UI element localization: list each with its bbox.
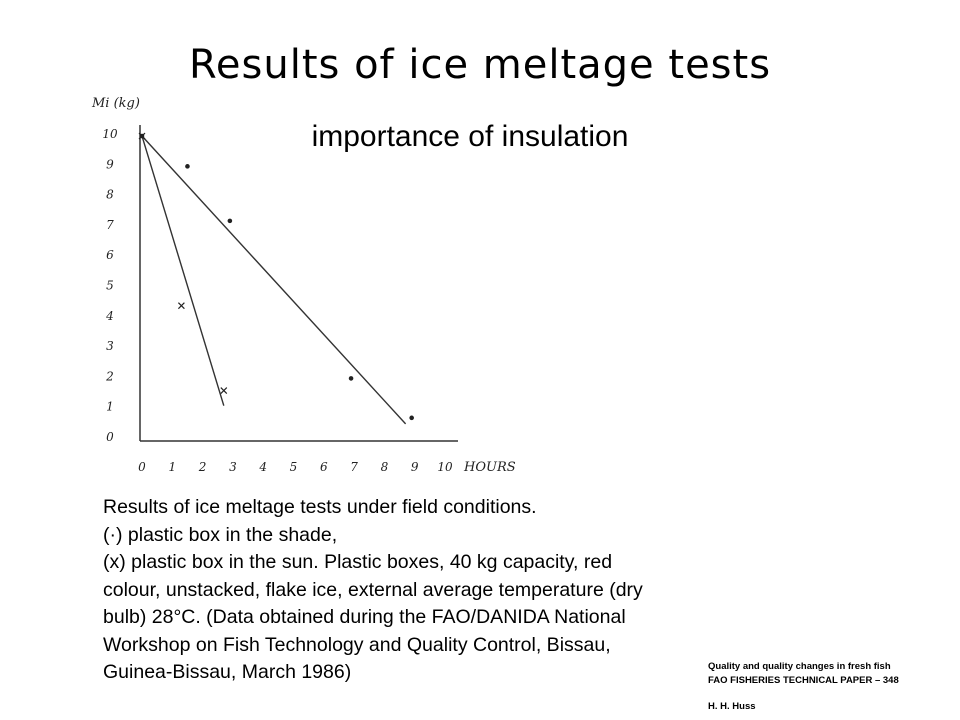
series-1-point: [220, 387, 228, 394]
source-series: FAO FISHERIES TECHNICAL PAPER – 348: [708, 675, 899, 686]
caption-line: bulb) 28°C. (Data obtained during the FA…: [103, 606, 626, 628]
x-marker-stroke: [220, 387, 228, 394]
y-tick-label: 10: [102, 127, 118, 141]
data-points: [138, 132, 414, 421]
series-1-fit-line: [141, 135, 225, 406]
y-tick-label: 0: [106, 430, 114, 444]
series-0-point: [409, 415, 414, 421]
x-tick-label: 2: [198, 460, 207, 474]
x-tick-label: 7: [350, 460, 358, 474]
x-tick-label: 0: [138, 460, 146, 474]
slide-title: Results of ice meltage tests: [188, 42, 772, 88]
x-axis-label: HOURS: [463, 460, 516, 475]
series-0-point: [348, 376, 354, 381]
y-tick-label: 5: [106, 279, 114, 293]
x-marker-stroke: [177, 302, 185, 310]
series-1-point: [177, 302, 185, 310]
caption-line: colour, unstacked, flake ice, external a…: [103, 578, 643, 601]
x-tick-label: 10: [437, 460, 453, 474]
series-1-point: [138, 132, 146, 140]
x-tick-label: 3: [229, 460, 237, 474]
x-tick-labels: 0 1 2 3 4 5 6 7 8 9 10: [138, 460, 453, 474]
y-tick-label: 3: [106, 339, 114, 353]
caption-line: Results of ice meltage tests under field…: [103, 496, 537, 518]
caption-line: Workshop on Fish Technology and Quality …: [103, 633, 611, 656]
series-0-point: [227, 218, 233, 224]
x-tick-label: 9: [411, 460, 419, 474]
meltage-chart: Mi (kg) HOURS 0 1 2 3 4 5 6 7 8 9 10 0 1 2 3 4 5 6 7 8 9 10: [91, 96, 516, 475]
x-tick-label: 4: [258, 460, 267, 474]
series-0-fit-line: [141, 135, 407, 425]
x-tick-label: 5: [290, 460, 298, 474]
x-marker-stroke: [138, 132, 146, 140]
y-tick-label: 9: [106, 157, 114, 171]
chart-subtitle: importance of insulation: [311, 120, 629, 153]
y-tick-label: 2: [105, 369, 114, 383]
y-tick-label: 1: [106, 400, 114, 414]
caption-line: (·) plastic box in the shade,: [103, 523, 338, 546]
source-book-title: Quality and quality changes in fresh fis…: [708, 661, 891, 672]
fit-lines: [141, 135, 407, 425]
y-tick-label: 6: [106, 248, 114, 262]
x-tick-label: 6: [320, 460, 328, 474]
source-reference: Quality and quality changes in fresh fis…: [708, 660, 958, 714]
y-axis-label: Mi (kg): [91, 96, 140, 111]
x-tick-label: 1: [168, 460, 176, 474]
y-tick-labels: 0 1 2 3 4 5 6 7 8 9 10: [102, 127, 118, 444]
y-tick-label: 8: [106, 188, 114, 202]
caption-line: (x) plastic box in the sun. Plastic boxe…: [103, 551, 613, 573]
source-author: H. H. Huss: [708, 701, 756, 712]
figure-caption: Results of ice meltage tests under field…: [103, 494, 783, 687]
caption-line: Guinea-Bissau, March 1986): [103, 661, 352, 683]
x-tick-label: 8: [381, 460, 389, 474]
y-tick-label: 4: [105, 309, 114, 323]
series-0-point: [185, 164, 190, 169]
y-tick-label: 7: [106, 218, 114, 232]
